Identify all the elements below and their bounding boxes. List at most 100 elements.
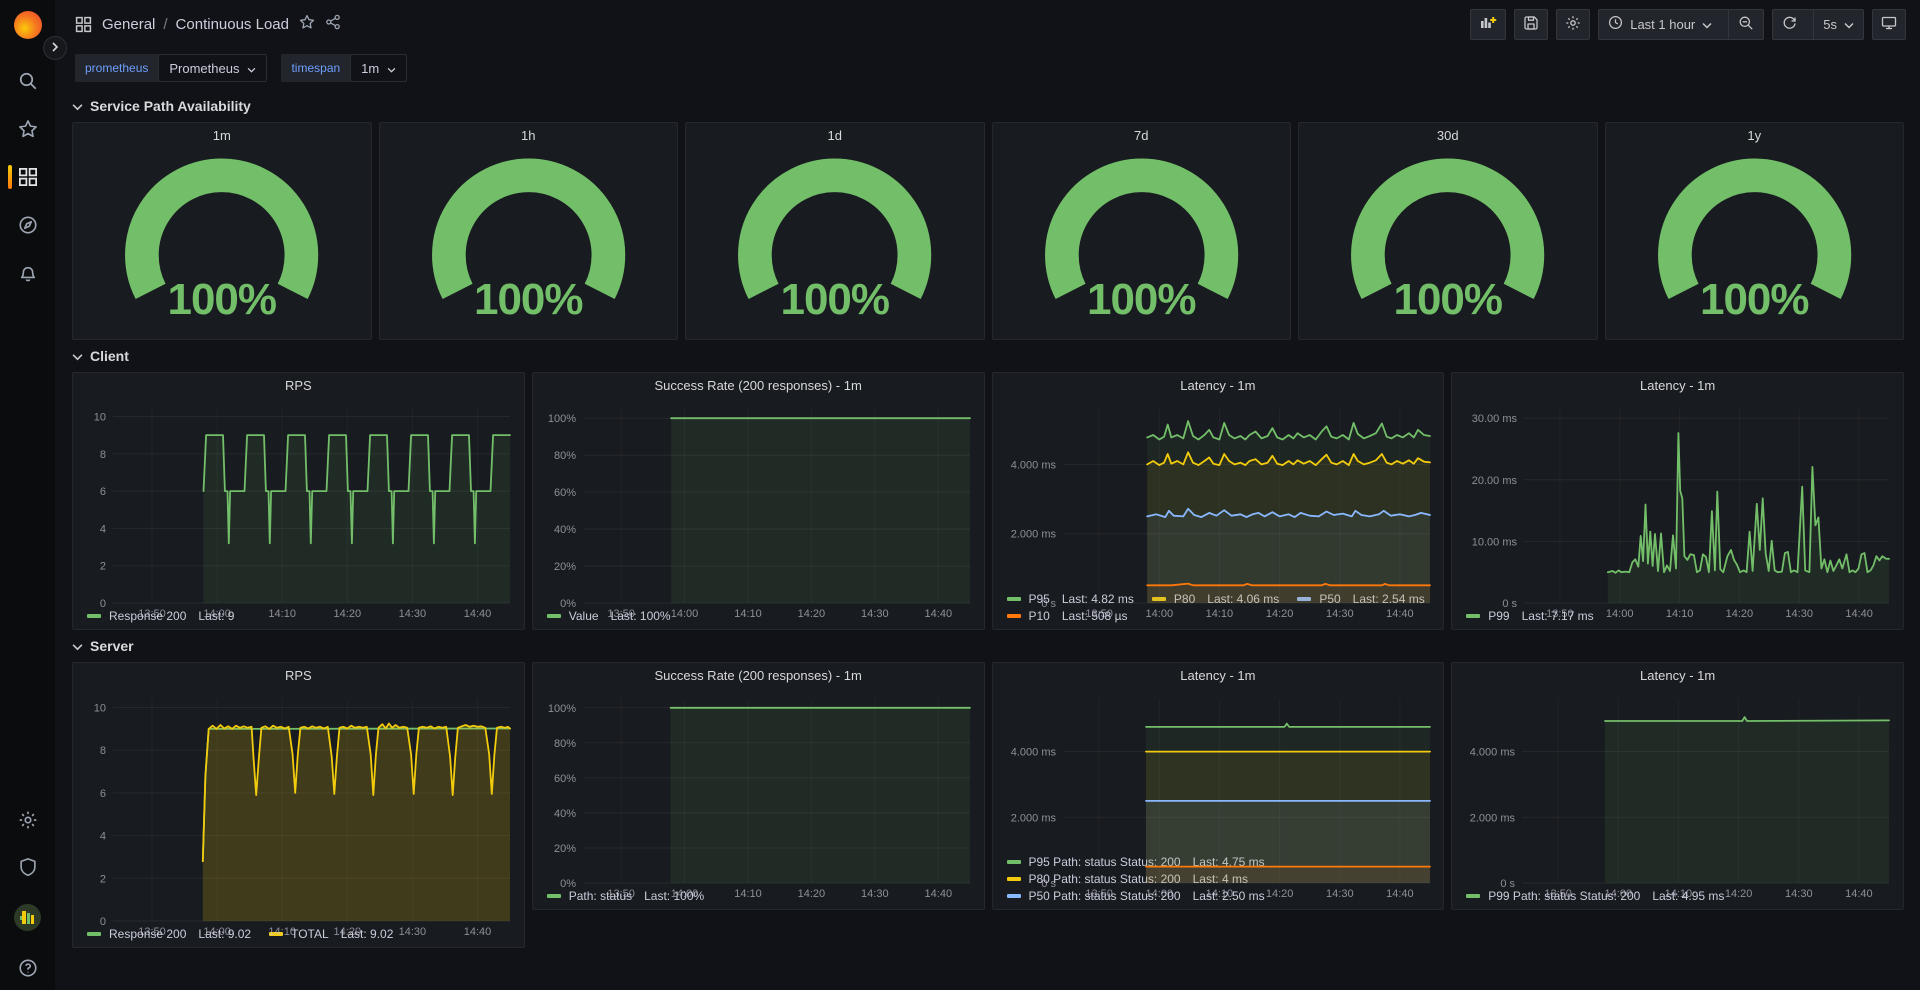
legend-item[interactable]: P99 Last: 7.17 ms (1466, 609, 1594, 623)
sidebar-item-dashboards[interactable] (0, 165, 55, 189)
panel-title[interactable]: 7d (1134, 128, 1149, 143)
sidebar-item-alerting[interactable] (0, 263, 55, 283)
panel-title[interactable]: Latency - 1m (1180, 378, 1256, 393)
panel-title[interactable]: RPS (285, 378, 312, 393)
y-tick-label: 0% (560, 878, 576, 890)
zoom-out-button[interactable] (1728, 9, 1763, 39)
time-series-chart[interactable]: 0 s 2.000 ms 4.000 ms 13:50 14:00 14:10 14:20 1… (999, 689, 1438, 900)
panel-title[interactable]: Latency - 1m (1640, 378, 1716, 393)
legend-swatch (1006, 614, 1021, 618)
clock-icon (1608, 15, 1623, 33)
chart-legend: Response 200 Last: 9 (73, 608, 524, 629)
shield-icon (18, 857, 38, 877)
y-tick-label: 80% (554, 450, 576, 462)
grafana-logo-icon[interactable] (13, 11, 42, 39)
sidebar-item-configuration[interactable] (0, 810, 55, 830)
chevron-down-icon (72, 348, 83, 364)
row-header-server[interactable]: Server (72, 634, 1904, 658)
variable-value-dropdown[interactable]: 1m (350, 54, 408, 82)
time-series-chart[interactable]: 0 s 2.000 ms 4.000 ms 13:50 14:00 14:10 14:20 1… (1458, 689, 1897, 900)
legend-item[interactable]: Response 200 Last: 9 (87, 609, 234, 623)
refresh-button[interactable] (1773, 10, 1806, 39)
y-tick-label: 2.000 ms (1010, 529, 1056, 541)
y-tick-label: 8 (100, 449, 106, 461)
sidebar-item-search[interactable] (0, 71, 55, 91)
panel-title[interactable]: RPS (285, 668, 312, 683)
legend-label: Value (568, 609, 599, 623)
legend-item[interactable]: P95 Path: status Status: 200 Last: 4.75 m… (1006, 855, 1265, 869)
sidebar-expand-button[interactable] (43, 36, 67, 60)
series-fill (1145, 800, 1430, 883)
series-fill (1608, 433, 1890, 603)
share-icon[interactable] (325, 14, 341, 34)
variable-label[interactable]: timespan (281, 54, 351, 82)
panel-title[interactable]: 1y (1747, 128, 1762, 143)
legend-last-value: Last: 4.82 ms (1061, 592, 1134, 606)
time-series-chart[interactable]: 0 s 10.00 ms 20.00 ms 30.00 ms 13:50 14:00 14:… (1458, 399, 1897, 620)
add-panel-button[interactable] (1470, 8, 1507, 40)
variable-label[interactable]: prometheus (75, 54, 159, 82)
legend-item[interactable]: P99 Path: status Status: 200 Last: 4.95 m… (1466, 889, 1724, 903)
y-tick-label: 10 (94, 703, 106, 715)
sidebar-item-help[interactable] (0, 958, 55, 978)
legend-item[interactable]: P50 Last: 2.54 ms (1297, 592, 1425, 606)
panel-title[interactable]: 1m (212, 128, 231, 143)
legend-swatch (1006, 877, 1021, 881)
gauge-arc (738, 158, 932, 299)
row-header-client[interactable]: Client (72, 344, 1904, 368)
series-fill (1145, 866, 1430, 883)
legend-last-value: Last: 9 (198, 609, 235, 623)
time-series-chart[interactable]: 0 2 4 6 8 10 13:50 14:00 14:10 14:20 14:30 14:40 (79, 689, 518, 938)
time-range-button[interactable]: Last 1 hour (1599, 10, 1721, 39)
time-series-chart[interactable]: 0 s 2.000 ms 4.000 ms 13:50 14:00 14:10 14:20 1… (999, 399, 1438, 620)
sidebar-item-starred[interactable] (0, 119, 55, 139)
panel-title[interactable]: Latency - 1m (1180, 668, 1256, 683)
dashboard-settings-button[interactable] (1556, 8, 1591, 40)
bell-icon (18, 263, 38, 283)
panel-client-rps: RPS 0 2 4 6 8 10 13:50 14:00 14:10 14:20 14:30 14:4… (72, 372, 525, 630)
legend-label: Path: status (568, 889, 633, 903)
sidebar (0, 0, 55, 990)
sidebar-item-server-admin[interactable] (0, 857, 55, 877)
sidebar-item-profile[interactable] (0, 904, 55, 931)
legend-item[interactable]: Path: status Last: 100% (546, 889, 704, 903)
panel-title[interactable]: Success Rate (200 responses) - 1m (654, 378, 862, 393)
legend-swatch (269, 932, 284, 936)
legend-item[interactable]: Response 200 Last: 9.02 (87, 927, 251, 941)
legend-swatch (1297, 597, 1312, 601)
gauge-arc (1044, 158, 1238, 299)
save-dashboard-button[interactable] (1514, 8, 1549, 40)
legend-item[interactable]: Value Last: 100% (546, 609, 671, 623)
series-fill (670, 707, 970, 883)
sidebar-item-explore[interactable] (0, 215, 55, 235)
panel-title[interactable]: Success Rate (200 responses) - 1m (654, 668, 862, 683)
refresh-interval-button[interactable]: 5s (1813, 9, 1863, 39)
legend-item[interactable]: TOTAL Last: 9.02 (269, 927, 393, 941)
legend-item[interactable]: P50 Path: status Status: 200 Last: 2.50 m… (1006, 889, 1265, 903)
time-series-chart[interactable]: 0% 20% 40% 60% 80% 100% 13:50 14:00 14:10 14:20 14… (539, 399, 978, 620)
row-header-availability[interactable]: Service Path Availability (72, 94, 1904, 118)
panel-title[interactable]: Latency - 1m (1640, 668, 1716, 683)
y-tick-label: 2 (100, 561, 106, 573)
legend-item[interactable]: P95 Last: 4.82 ms (1006, 592, 1134, 606)
variable-value-dropdown[interactable]: Prometheus (158, 54, 268, 82)
tv-mode-button[interactable] (1872, 8, 1906, 40)
help-icon (18, 958, 38, 978)
x-tick-label: 14:30 (861, 888, 889, 900)
panel-title[interactable]: 1d (827, 128, 842, 143)
x-tick-label: 14:00 (1145, 888, 1173, 900)
legend-label: P95 Path: status Status: 200 (1028, 855, 1181, 869)
time-series-chart[interactable]: 0% 20% 40% 60% 80% 100% 13:50 14:00 14:10 14:20 14… (539, 689, 978, 900)
panel-title[interactable]: 30d (1436, 128, 1459, 143)
save-icon (1523, 15, 1539, 34)
breadcrumb-page[interactable]: Continuous Load (175, 15, 289, 33)
time-series-chart[interactable]: 0 2 4 6 8 10 13:50 14:00 14:10 14:20 14:30 14:40 (79, 399, 518, 620)
legend-item[interactable]: P10 Last: 508 µs (1006, 609, 1127, 623)
breadcrumb-section[interactable]: General (102, 15, 156, 33)
favorite-star-icon[interactable] (299, 14, 315, 34)
monitor-icon (1881, 15, 1897, 34)
panel-title[interactable]: 1h (521, 128, 536, 143)
series-line (1604, 716, 1891, 722)
legend-item[interactable]: P80 Last: 4.06 ms (1151, 592, 1279, 606)
legend-item[interactable]: P80 Path: status Status: 200 Last: 4 ms (1006, 872, 1248, 886)
